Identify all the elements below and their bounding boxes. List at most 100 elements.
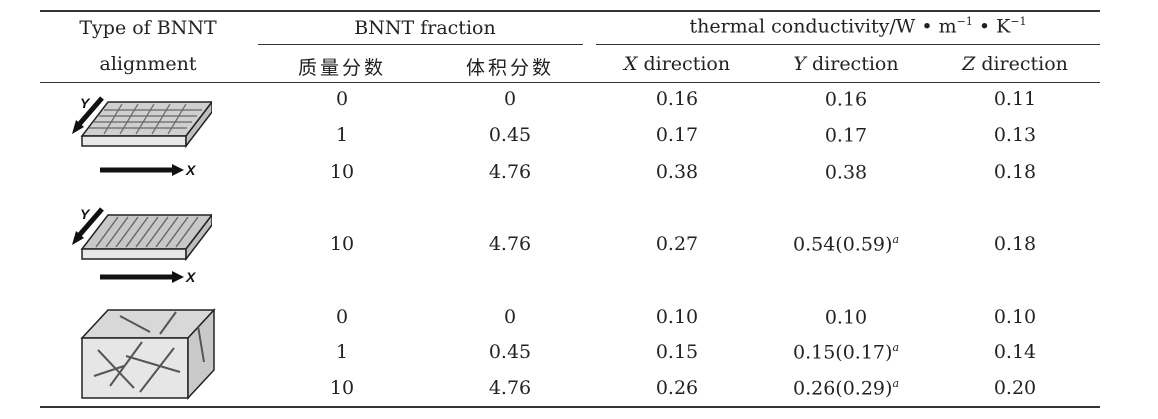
cell-value: 10 [329,233,355,255]
type-header-line2: alignment [99,53,197,75]
cell-x: 0.27 [656,233,698,255]
axis-y-label: Y [80,95,91,111]
cell-vol: 4.76 [489,233,531,255]
cell-value: 0 [503,88,517,110]
cell-z: 0.18 [994,233,1036,255]
cell-value: 1 [335,124,349,146]
cell-x: 0.16 [656,88,698,110]
cell-vol: 0.45 [489,124,531,146]
cell-y: 0.38 [825,161,867,183]
aligned-y-film-icon: Y X [72,206,212,285]
cell-vol: 4.76 [489,161,531,183]
cell-value: 0.10 [655,306,699,328]
cell-value: 0 [503,306,517,328]
cell-value: 0.45 [488,124,532,146]
cell-x: 0.15 [656,341,698,363]
top-rule [40,10,1100,12]
cell-value: 0.15(0.17) [793,341,893,364]
cell-value: 0.18 [993,233,1037,255]
cell-z: 0.20 [994,377,1036,399]
z-direction-word: direction [975,53,1068,75]
conductivity-k: • K [972,15,1011,38]
cell-x: 0.26 [656,377,698,399]
cell-value: 0.20 [993,377,1037,399]
cell-z: 0.13 [994,124,1036,146]
cell-value: 0.38 [655,161,699,183]
cell-value: 0.10 [993,306,1037,328]
x-letter: X [623,53,638,75]
x-direction-word: direction [637,53,731,75]
cell-x: 0.17 [656,124,698,146]
cell-value: 0.16 [824,88,868,111]
cell-vol: 4.76 [489,377,531,399]
conductivity-exp1: −1 [956,15,973,28]
cell-mass: 1 [336,124,348,146]
cell-value: 0.18 [993,161,1037,183]
x-direction-header: X direction [624,53,730,75]
cell-vol: 0.45 [489,341,531,363]
cell-mass: 1 [336,341,348,363]
cell-y: 0.10 [825,306,867,328]
fraction-underline [258,44,583,45]
cell-y: 0.15(0.17)a [793,341,899,363]
cell-value: 0.13 [993,124,1037,146]
cell-value: 0.10 [824,306,868,329]
axis-x-label: X [185,269,197,285]
cell-y: 0.26(0.29)a [793,377,899,399]
z-direction-header: Z direction [962,53,1068,75]
conductivity-text: thermal conductivity/W • m [689,15,957,38]
footnote-mark: a [892,233,899,246]
cell-z: 0.14 [994,341,1036,363]
cell-value: 0.17 [824,124,868,147]
cell-value: 0.27 [655,233,699,255]
cell-value: 0.54(0.59) [793,233,893,256]
cell-mass: 10 [330,233,354,255]
header-bottom-rule [40,82,1100,83]
cell-x: 0.10 [656,306,698,328]
cell-vol: 0 [504,306,516,328]
cell-value: 4.76 [488,161,532,183]
bottom-rule [40,406,1100,408]
cell-value: 1 [335,341,349,363]
cell-mass: 10 [330,161,354,183]
cell-value: 0.45 [488,341,532,363]
cell-x: 0.38 [656,161,698,183]
cell-mass: 0 [336,306,348,328]
cell-value: 0 [335,306,349,328]
aligned-x-film-icon: Y X [72,95,212,178]
cell-value: 0.26(0.29) [793,377,893,400]
y-letter: Y [793,53,806,75]
cell-value: 0.26 [655,377,699,399]
type-header-line1: Type of BNNT [79,17,217,39]
footnote-mark: a [892,377,899,390]
cell-value: 0.15 [655,341,699,363]
cell-y: 0.16 [825,88,867,110]
cell-value: 0.16 [655,88,699,110]
cell-y: 0.54(0.59)a [793,233,899,255]
volume-fraction-header: 体积分数 [465,57,555,79]
cell-value: 0.11 [993,88,1037,110]
fraction-header: BNNT fraction [354,17,496,39]
cell-value: 0.14 [993,341,1037,363]
cell-value: 0.38 [824,161,868,184]
cell-value: 4.76 [488,377,532,399]
cell-vol: 0 [504,88,516,110]
cell-value: 10 [329,377,355,399]
y-direction-header: Y direction [793,53,898,75]
axis-x-label: X [185,162,197,178]
cell-value: 10 [329,161,355,183]
conductivity-underline [596,44,1100,45]
conductivity-exp2: −1 [1010,15,1027,28]
mass-fraction-header: 质量分数 [297,57,387,79]
conductivity-header: thermal conductivity/W • m−1 • K−1 [689,15,1026,37]
footnote-mark: a [892,341,899,354]
cell-value: 0.17 [655,124,699,146]
y-direction-word: direction [805,53,899,75]
cell-mass: 10 [330,377,354,399]
cell-value: 4.76 [488,233,532,255]
cell-mass: 0 [336,88,348,110]
cell-value: 0 [335,88,349,110]
z-letter: Z [962,53,976,75]
random-cube-icon [80,308,216,400]
cell-z: 0.18 [994,161,1036,183]
